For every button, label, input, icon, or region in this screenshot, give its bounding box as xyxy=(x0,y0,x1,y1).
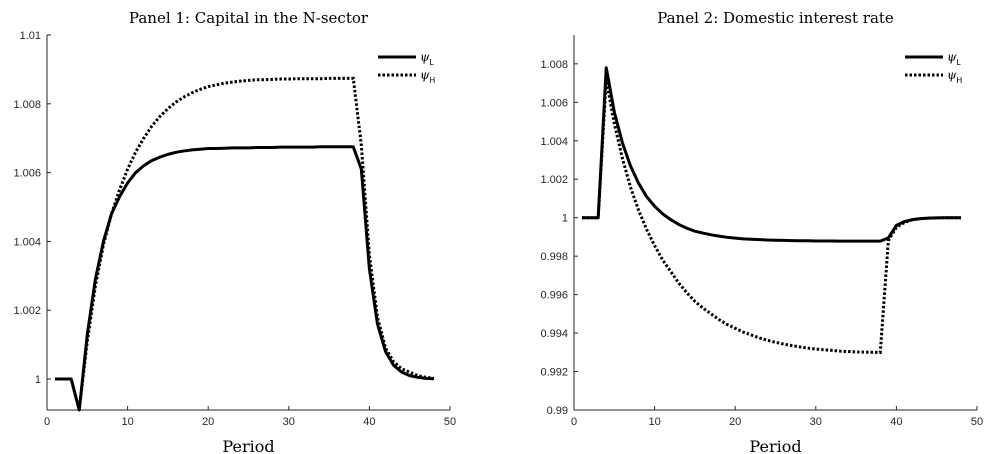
legend-subscript: H xyxy=(429,76,435,85)
x-tick-label: 20 xyxy=(729,416,741,428)
y-tick-label: 0.992 xyxy=(540,367,568,379)
x-axis-label: Period xyxy=(749,437,801,454)
x-tick-label: 50 xyxy=(444,416,456,428)
x-tick-label: 50 xyxy=(971,416,983,428)
x-tick-label: 0 xyxy=(571,416,577,428)
x-tick-label: 40 xyxy=(890,416,902,428)
panel-1-title: Panel 1: Capital in the N-sector xyxy=(129,9,369,27)
y-tick-label: 0.996 xyxy=(540,290,568,302)
x-tick-label: 30 xyxy=(283,416,295,428)
legend-subscript: L xyxy=(956,58,961,67)
y-tick-label: 1.008 xyxy=(540,59,568,71)
panel-2: Panel 2: Domestic interest rate 0 10 20 30 40… xyxy=(540,9,983,454)
x-tick-label: 10 xyxy=(121,416,133,428)
y-tick-label: 0.99 xyxy=(547,405,568,417)
y-tick-label: 1.006 xyxy=(13,168,41,180)
series-line-h xyxy=(582,78,961,355)
legend-symbol: ψ xyxy=(947,68,957,82)
x-tick-label: 0 xyxy=(44,416,50,428)
legend-symbol: ψ xyxy=(420,50,430,64)
panel-2-title: Panel 2: Domestic interest rate xyxy=(657,9,894,27)
y-tick-label: 1.002 xyxy=(13,305,41,317)
y-tick-label: 0.994 xyxy=(540,328,568,340)
legend-label-h: ψH xyxy=(420,68,435,85)
y-tick-label: 1.006 xyxy=(540,97,568,109)
legend-subscript: L xyxy=(429,58,434,67)
y-tick-label: 1 xyxy=(35,374,41,386)
legend-label-l: ψL xyxy=(420,50,434,67)
series-line-l xyxy=(55,145,434,412)
y-tick-label: 1.008 xyxy=(13,99,41,111)
series-line-h xyxy=(55,76,435,411)
x-tick-label: 20 xyxy=(202,416,214,428)
x-tick-label: 40 xyxy=(363,416,375,428)
y-tick-label: 1.01 xyxy=(20,30,41,42)
x-tick-label: 10 xyxy=(648,416,660,428)
legend-symbol: ψ xyxy=(947,50,957,64)
series-line-l xyxy=(582,66,961,243)
y-tick-label: 0.998 xyxy=(540,251,568,263)
legend-subscript: H xyxy=(956,76,962,85)
legend-symbol: ψ xyxy=(420,68,430,82)
x-axis-label: Period xyxy=(222,437,274,454)
legend-label-h: ψH xyxy=(947,68,962,85)
panel-1: Panel 1: Capital in the N-sector 0 10 20 30 4… xyxy=(13,9,456,454)
y-tick-label: 1.002 xyxy=(540,174,568,186)
y-tick-label: 1.004 xyxy=(13,236,41,248)
y-tick-label: 1 xyxy=(562,213,568,225)
legend-label-l: ψL xyxy=(947,50,961,67)
x-tick-label: 30 xyxy=(810,416,822,428)
y-tick-label: 1.004 xyxy=(540,136,568,148)
